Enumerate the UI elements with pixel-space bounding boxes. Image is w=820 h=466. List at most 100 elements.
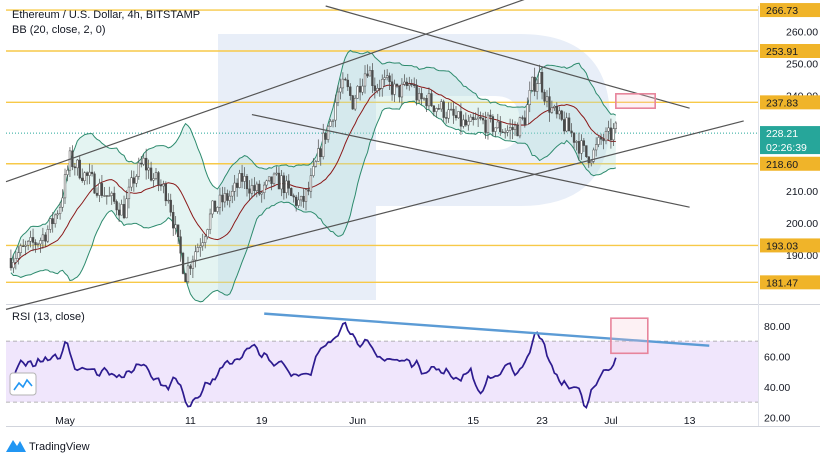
candle-body xyxy=(49,218,52,230)
level-badge-4-bg xyxy=(760,238,820,253)
candle-body xyxy=(100,183,104,196)
candle-body xyxy=(602,138,605,142)
candle-body xyxy=(341,78,345,89)
tradingview-logo[interactable]: TradingView xyxy=(6,440,90,453)
level-badge-0: 266.73 xyxy=(760,3,820,18)
candle xyxy=(393,79,396,103)
candle-body xyxy=(93,173,96,194)
candle xyxy=(385,69,389,81)
candle xyxy=(191,255,195,279)
candle-body xyxy=(437,108,440,110)
candle xyxy=(14,251,17,270)
candle xyxy=(403,74,406,87)
candle-body xyxy=(467,121,470,126)
candle-body xyxy=(73,166,77,169)
candle-body xyxy=(317,148,320,162)
candle-body xyxy=(452,108,455,116)
candle-body xyxy=(98,183,101,196)
candle xyxy=(218,187,222,215)
candle-body xyxy=(604,130,608,142)
rsi-target-box[interactable] xyxy=(610,317,649,355)
candle xyxy=(78,156,81,180)
candle-body xyxy=(243,176,246,182)
level-badge-3: 218.60 xyxy=(760,156,820,171)
candle xyxy=(122,195,126,220)
candle-body xyxy=(250,185,254,194)
candle-body xyxy=(390,81,394,95)
candle-body xyxy=(191,259,195,269)
candle-body xyxy=(208,213,212,230)
candle xyxy=(98,178,101,203)
rsi-trend-line[interactable] xyxy=(264,312,710,347)
candle-body xyxy=(570,130,573,134)
candle xyxy=(595,137,598,157)
candle xyxy=(361,78,364,96)
candle-body xyxy=(307,189,310,192)
candle xyxy=(425,95,428,113)
candle xyxy=(388,72,391,91)
rsi-settings-icon[interactable] xyxy=(9,372,37,396)
candle xyxy=(501,129,504,134)
candle xyxy=(381,74,384,97)
candle-body xyxy=(226,193,229,201)
candle-body xyxy=(454,115,458,119)
candle xyxy=(100,174,104,198)
candle xyxy=(405,77,408,90)
candle-body xyxy=(486,114,490,133)
candle xyxy=(184,272,187,283)
candle xyxy=(167,193,170,204)
candle-body xyxy=(361,85,364,93)
candle-body xyxy=(599,137,603,140)
candle xyxy=(533,67,536,97)
candle xyxy=(103,186,106,197)
time-axis[interactable]: May 11 19 Jun 15 23 Jul 13 xyxy=(55,415,696,427)
candle-body xyxy=(263,184,266,193)
candle-body xyxy=(358,86,362,93)
rsi-line xyxy=(10,321,617,409)
candle-body xyxy=(213,200,217,212)
rsi-indicator-label[interactable]: RSI (13, close) xyxy=(12,311,85,323)
level-badge-0-bg xyxy=(760,3,820,18)
candle xyxy=(400,78,404,106)
trend-line-0[interactable] xyxy=(5,0,542,183)
candle xyxy=(164,181,167,207)
candle xyxy=(267,176,271,183)
price-axis[interactable]: 190.00200.00210.00240.00250.00260.0020.0… xyxy=(760,3,820,424)
candle-body xyxy=(85,172,89,176)
time-tick-label: 19 xyxy=(256,415,268,427)
candle-body xyxy=(63,174,67,199)
candle xyxy=(292,193,295,203)
candle xyxy=(538,64,541,84)
candle xyxy=(248,180,251,201)
candle xyxy=(553,104,556,111)
candle xyxy=(41,227,45,249)
candle-body xyxy=(29,237,32,242)
candle-body xyxy=(501,131,504,133)
candle xyxy=(599,133,603,145)
candle xyxy=(358,78,362,101)
candle xyxy=(528,81,531,113)
candle xyxy=(39,237,42,253)
candle xyxy=(221,186,224,212)
candle xyxy=(558,106,561,120)
candle-body xyxy=(206,229,209,238)
candle-body xyxy=(258,183,261,195)
candle xyxy=(56,210,59,219)
candle-body xyxy=(494,127,497,132)
bb-indicator-label[interactable]: BB (20, close, 2, 0) xyxy=(12,24,106,36)
candle-body xyxy=(110,192,113,196)
candle-body xyxy=(260,192,263,195)
price-target-box[interactable] xyxy=(615,93,656,109)
candle xyxy=(231,185,234,204)
trend-line-1[interactable] xyxy=(5,120,744,310)
trend-line-2[interactable] xyxy=(325,5,690,109)
candle xyxy=(324,132,327,145)
candle-body xyxy=(66,169,69,175)
level-badge-label: 193.03 xyxy=(766,240,798,252)
candle-body xyxy=(314,161,317,167)
rsi-tick-label: 40.00 xyxy=(764,382,790,394)
candle-body xyxy=(373,85,377,91)
trend-line-3[interactable] xyxy=(251,113,690,208)
candle xyxy=(211,200,214,218)
candle-body xyxy=(218,194,222,208)
